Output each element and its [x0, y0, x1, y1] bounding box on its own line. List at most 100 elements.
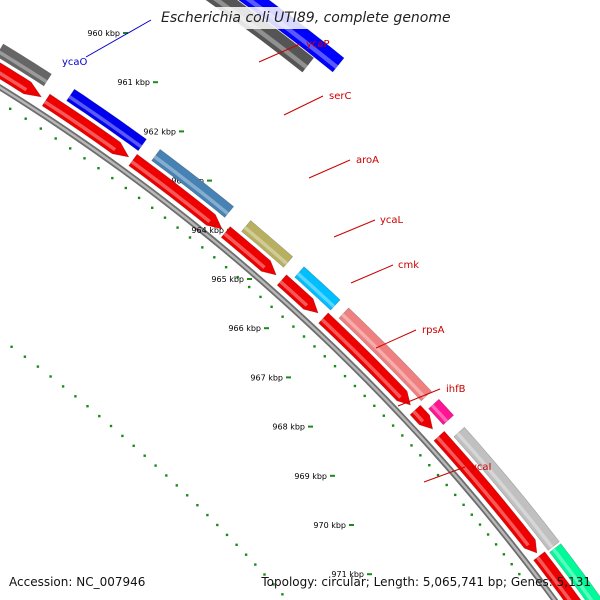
- cds-arrow-5: [318, 312, 411, 406]
- tick-dot: [74, 395, 77, 398]
- tick-dot: [216, 523, 219, 527]
- cds-arrow-5-highlight: [320, 318, 402, 399]
- gene-ycaI-label: ycaI: [471, 462, 492, 473]
- gene-ycaP-block: [0, 43, 52, 87]
- tick-dot: [259, 295, 262, 299]
- tick-dot: [510, 563, 513, 566]
- gene-serC-block: [66, 88, 147, 152]
- tick-dot: [462, 503, 465, 506]
- cds-arrow-1-highlight: [43, 100, 117, 152]
- gene-rpsA-leader: [375, 329, 417, 349]
- tick-dot: [518, 572, 521, 576]
- tick-dot: [124, 186, 127, 190]
- ruler-label-7: 967 kbp: [250, 373, 283, 382]
- gene-aroA-block: [151, 148, 235, 218]
- gene-rpsA-block: [338, 307, 432, 402]
- tick-dot: [323, 355, 326, 358]
- gene-ycaI-block: [453, 426, 560, 551]
- gene-unnamed-block: [549, 543, 600, 600]
- tick-dot: [49, 375, 52, 378]
- tick-dot: [39, 127, 42, 130]
- gene-cmk-label: cmk: [398, 260, 419, 271]
- gene-ycaL-leader: [333, 219, 376, 238]
- tick-dot: [270, 305, 273, 308]
- tick-dot: [154, 464, 157, 467]
- tick-dot: [97, 167, 100, 170]
- tick-dot: [248, 285, 251, 289]
- tick-dot: [263, 573, 266, 576]
- cds-arrow-2: [128, 153, 223, 230]
- tick-dot: [478, 523, 482, 526]
- cds-arrow-8: [533, 551, 582, 600]
- tick-dot: [109, 424, 113, 428]
- tick-dot: [343, 374, 347, 378]
- ruler-label-9: 969 kbp: [294, 472, 327, 481]
- cds-arrow-6: [409, 404, 434, 430]
- gene-serC-label: serC: [329, 91, 351, 102]
- outer-tick-track: [10, 345, 284, 596]
- tick-dot: [353, 384, 357, 388]
- tick-dot: [428, 464, 431, 467]
- ruler-label-2: 962 kbp: [143, 127, 176, 136]
- gene-ihfB-label: ihfB: [446, 384, 466, 395]
- tick-dot: [196, 504, 199, 507]
- tick-dot: [254, 563, 257, 566]
- tick-dot: [137, 196, 141, 200]
- tick-dot: [69, 147, 72, 150]
- tick-dot: [175, 484, 178, 487]
- cds-arrow-1: [41, 93, 130, 158]
- cds-arrow-3-highlight: [223, 232, 266, 269]
- map-title: Escherichia coli UTI89, complete genome: [157, 7, 455, 29]
- gene-serC-leader: [283, 95, 324, 116]
- tick-dot: [54, 137, 57, 140]
- tick-dot: [98, 414, 101, 418]
- gene-ihfB-block: [428, 398, 455, 426]
- tick-dot: [151, 206, 154, 209]
- tick-dot: [143, 454, 146, 457]
- gene-ycaL-label: ycaL: [380, 215, 404, 226]
- ruler-label-4: 964 kbp: [191, 226, 224, 235]
- tick-dot: [206, 513, 209, 517]
- gene-ycaP-block-highlight: [0, 50, 48, 84]
- ruler-label-8: 968 kbp: [272, 423, 305, 432]
- tick-dot: [281, 593, 284, 596]
- tick-dot: [24, 117, 27, 120]
- accession-text: Accession: NC_007946: [9, 575, 146, 589]
- tick-dot: [201, 246, 204, 249]
- gene-rpsA-block-highlight: [341, 313, 426, 399]
- cds-arrow-4: [276, 274, 319, 314]
- gene-serC-block-highlight: [68, 95, 143, 149]
- tick-dot: [302, 335, 306, 338]
- tick-dot: [186, 494, 189, 497]
- tick-dot: [410, 444, 413, 447]
- cds-arrow-3: [220, 226, 277, 276]
- gene-ycaP-label: ycaP: [306, 39, 330, 50]
- gene-ycaI-leader: [423, 466, 466, 483]
- tick-dot: [10, 345, 13, 348]
- tick-dot: [333, 365, 337, 368]
- cds-arrow-6-highlight: [412, 410, 425, 423]
- cds-arrow-8-highlight: [536, 556, 572, 600]
- tick-dot: [391, 424, 395, 427]
- tick-dot: [382, 414, 385, 417]
- backbone-highlight: [0, 86, 557, 600]
- tick-dot: [224, 266, 228, 269]
- tick-dot: [363, 394, 366, 398]
- gene-cmk-block: [294, 266, 341, 311]
- tick-dot: [132, 444, 135, 447]
- tick-dot: [244, 553, 248, 556]
- tick-dot: [83, 157, 86, 160]
- tick-dot: [225, 533, 229, 537]
- ruler-label-6: 966 kbp: [228, 324, 261, 333]
- tick-dot: [163, 216, 167, 219]
- tick-dot: [121, 434, 124, 438]
- gene-cmk-block-highlight: [296, 272, 336, 308]
- gene-unnamed-block-highlight: [552, 548, 594, 600]
- gene-ycaI-block-highlight: [456, 432, 554, 549]
- gene-ihfB-leader: [397, 388, 441, 407]
- tick-dot: [9, 107, 12, 110]
- tick-dot: [445, 483, 448, 487]
- tick-dot: [401, 434, 404, 437]
- cds-arrow-2-highlight: [130, 160, 211, 223]
